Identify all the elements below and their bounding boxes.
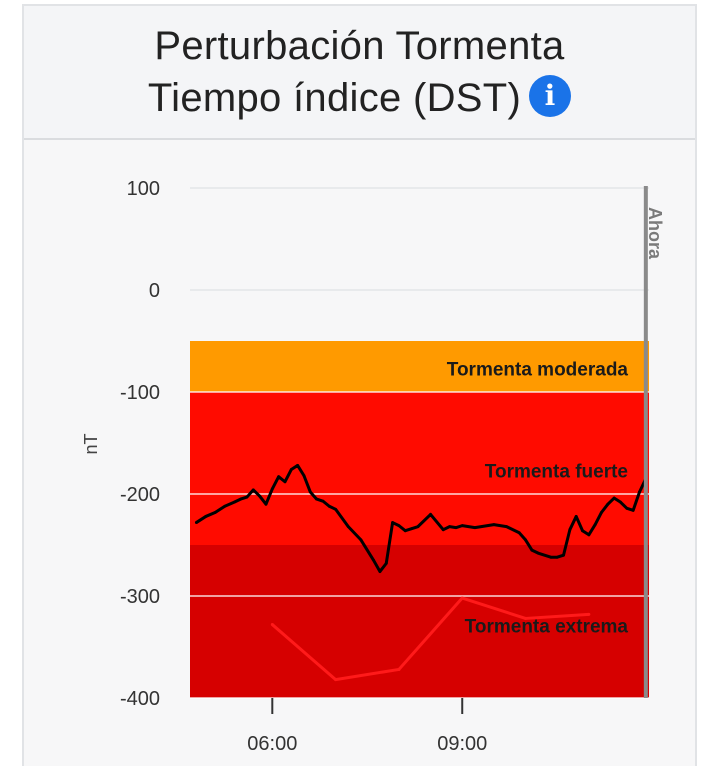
data-point (562, 553, 565, 557)
band-labels: Tormenta moderada Tormenta fuerte Tormenta… (447, 360, 629, 638)
data-point (397, 524, 401, 528)
forecast-point (587, 612, 591, 616)
card-header: Perturbación Tormenta Tiempo índice (DST… (24, 6, 695, 140)
data-point (454, 526, 458, 530)
data-point (612, 496, 616, 500)
y-axis: 100 0 -100 -200 -300 -400 nT (81, 178, 160, 710)
y-axis-label: nT (81, 433, 101, 454)
page-title: Perturbación Tormenta Tiempo índice (DST… (147, 20, 572, 124)
data-point (277, 475, 281, 479)
data-point (549, 555, 553, 559)
data-point (213, 510, 217, 514)
data-point (429, 513, 432, 516)
data-point (204, 515, 208, 518)
band-label: Tormenta extrema (465, 617, 629, 638)
data-point (517, 531, 521, 535)
data-point (416, 525, 420, 529)
data-point (372, 558, 375, 562)
data-point (270, 487, 274, 491)
data-point (403, 529, 407, 533)
data-point (473, 526, 477, 530)
data-point (359, 538, 363, 542)
y-tick-label: -100 (120, 382, 160, 404)
info-icon[interactable]: i (529, 75, 572, 118)
data-point (441, 528, 445, 532)
data-point (410, 527, 413, 531)
title-line-1: Perturbación Tormenta (154, 24, 565, 68)
y-tick-label: -300 (120, 586, 160, 608)
data-point (232, 500, 236, 504)
data-point (536, 551, 540, 555)
forecast-point (334, 678, 338, 682)
y-tick-label: 100 (127, 178, 160, 200)
title-line-2: Tiempo índice (DST) i (147, 72, 572, 124)
x-tick-label: 06:00 (247, 733, 297, 755)
band-1 (190, 341, 649, 392)
data-point (223, 504, 227, 508)
data-point (296, 464, 300, 467)
band-3 (190, 545, 649, 698)
data-point (378, 570, 382, 573)
data-point (302, 474, 306, 478)
data-point (264, 502, 268, 506)
data-point (283, 480, 287, 484)
data-point (568, 528, 572, 532)
x-axis: 06:00 09:00 (247, 698, 487, 755)
data-point (555, 555, 559, 559)
y-tick-label: 0 (149, 280, 160, 302)
storm-bands (190, 341, 649, 698)
data-point (460, 524, 464, 528)
forecast-point (270, 623, 274, 627)
data-point (524, 538, 527, 542)
data-point (315, 497, 319, 501)
data-point (448, 525, 451, 529)
now-label: Ahora (645, 207, 665, 260)
forecast-point (460, 596, 464, 600)
data-point (391, 521, 394, 524)
y-tick-label: -400 (120, 688, 160, 710)
data-point (308, 490, 312, 494)
data-point (346, 525, 350, 529)
data-point (251, 488, 255, 492)
data-point (384, 561, 388, 565)
data-point (258, 494, 262, 498)
data-point (619, 500, 622, 504)
data-point (606, 502, 610, 506)
data-point (289, 468, 293, 471)
data-point (530, 548, 534, 552)
forecast-point (397, 667, 401, 671)
y-tick-label: -200 (120, 484, 160, 506)
data-point (631, 508, 635, 512)
data-point (245, 495, 249, 499)
data-point (574, 515, 578, 518)
grid-lines (190, 187, 649, 699)
data-point (587, 533, 591, 537)
band-label: Tormenta fuerte (485, 462, 628, 483)
data-point (625, 506, 629, 510)
data-point (581, 529, 584, 533)
data-point (334, 507, 338, 511)
data-point (600, 510, 603, 514)
x-tick-label: 09:00 (437, 733, 487, 755)
band-label: Tormenta moderada (447, 360, 629, 381)
data-point (492, 523, 496, 526)
data-point (505, 525, 508, 529)
forecast-series (270, 596, 591, 682)
band-2 (190, 392, 649, 545)
data-point (593, 523, 597, 526)
data-point (638, 490, 641, 494)
title-line-2-text: Tiempo índice (DST) (147, 76, 522, 120)
now-marker: Ahora (643, 186, 665, 698)
forecast-line (271, 596, 589, 682)
forecast-point (524, 616, 528, 620)
data-point (194, 521, 198, 524)
data-point (321, 499, 325, 503)
data-point (239, 497, 243, 501)
data-point (327, 504, 331, 508)
